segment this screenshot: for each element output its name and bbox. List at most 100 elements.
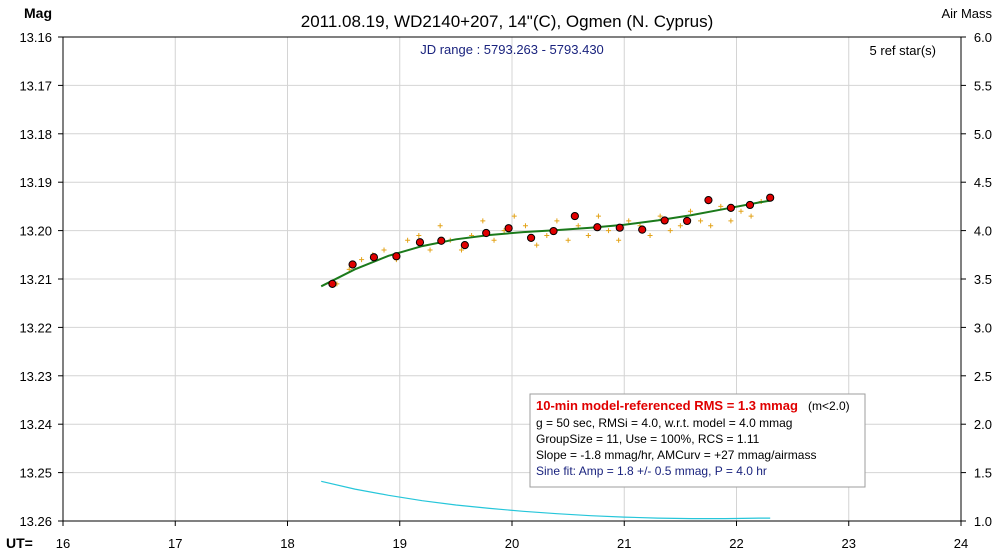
binned-point: [415, 238, 425, 247]
sine-fit-line: Sine fit: Amp = 1.8 +/- 0.5 mmag, P = 4.…: [536, 464, 767, 478]
stats-line-1: g = 50 sec, RMSi = 4.0, w.r.t. model = 4…: [536, 416, 792, 430]
airmass-curve: [321, 480, 771, 520]
binned-point: [482, 228, 491, 238]
individual-point: [522, 223, 528, 229]
y2-tick-label: 3.5: [974, 272, 992, 287]
binned-point: [526, 233, 536, 242]
individual-point: [359, 257, 365, 263]
stats-line-2: GroupSize = 11, Use = 100%, RCS = 1.11: [536, 432, 760, 446]
chart-title: 2011.08.19, WD2140+207, 14"(C), Ogmen (N…: [301, 12, 714, 31]
jd-range-label: JD range : 5793.263 - 5793.430: [420, 42, 604, 57]
binned-point: [570, 211, 579, 221]
y-tick-label: 13.24: [19, 417, 52, 432]
right-axis-label: Air Mass: [941, 6, 992, 21]
individual-point: [698, 218, 704, 224]
info-box-frame: [529, 393, 866, 488]
x-tick-label: 18: [280, 536, 294, 551]
individual-point: [575, 223, 581, 229]
y2-tick-label: 2.5: [974, 369, 992, 384]
individual-point: [595, 213, 601, 219]
y-tick-label: 13.16: [19, 30, 52, 45]
binned-point: [348, 260, 357, 269]
y2-tick-label: 2.0: [974, 417, 992, 432]
y-tick-label: 13.25: [19, 466, 52, 481]
x-axis-label: UT=: [6, 535, 33, 551]
binned-point: [726, 203, 735, 212]
individual-point: [405, 237, 411, 243]
rms-condition: (m<2.0): [808, 399, 850, 413]
y-tick-label: 13.22: [19, 320, 52, 335]
y-tick-label: 13.19: [19, 175, 52, 190]
binned-point: [704, 196, 713, 205]
data-marks: [320, 193, 775, 520]
binned-point: [593, 223, 602, 232]
x-tick-label: 19: [393, 536, 407, 551]
y2-tick-label: 4.0: [974, 224, 992, 239]
axis-ticks: 13.16 13.17 13.18 13.19 13.20 13.21 13.22 13.23…: [19, 30, 992, 551]
x-tick-label: 22: [729, 536, 743, 551]
individual-point: [616, 237, 622, 243]
binned-point: [766, 193, 775, 202]
individual-point: [491, 237, 497, 243]
y-tick-label: 13.21: [19, 272, 52, 287]
x-tick-label: 17: [168, 536, 182, 551]
binned-point: [437, 236, 446, 245]
individual-point: [718, 203, 724, 209]
individual-point: [437, 223, 443, 229]
individual-point: [346, 266, 352, 272]
individual-point: [416, 232, 422, 238]
individual-point: [687, 208, 693, 214]
binned-point: [369, 253, 379, 262]
stats-line-3: Slope = -1.8 mmag/hr, AMCurv = +27 mmag/…: [536, 448, 816, 462]
info-box: 10-min model-referenced RMS = 1.3 mmag (…: [529, 393, 866, 488]
individual-point: [647, 232, 653, 238]
binned-point: [638, 225, 647, 234]
individual-point: [480, 218, 486, 224]
individual-point: [511, 213, 517, 219]
individual-point: [657, 213, 663, 219]
individual-point: [544, 232, 550, 238]
y2-tick-label: 4.5: [974, 175, 992, 190]
x-tick-label: 20: [505, 536, 519, 551]
binned-point: [660, 216, 669, 225]
individual-point: [554, 218, 560, 224]
y2-tick-label: 5.0: [974, 127, 992, 142]
y-tick-label: 13.26: [19, 514, 52, 529]
x-tick-label: 23: [842, 536, 856, 551]
binned-point: [549, 226, 558, 236]
y-tick-label: 13.20: [19, 224, 52, 239]
y-tick-label: 13.17: [19, 78, 52, 93]
model-fit-curve: [320, 199, 771, 288]
individual-point: [626, 218, 632, 224]
binned-point: [504, 224, 513, 233]
binned-point: [392, 252, 401, 261]
individual-point: [728, 218, 734, 224]
x-tick-label: 24: [954, 536, 968, 551]
binned-point: [683, 216, 692, 226]
binned-point: [615, 223, 624, 232]
binned-point: [328, 279, 337, 288]
x-tick-label: 16: [56, 536, 70, 551]
y2-tick-label: 1.5: [974, 466, 992, 481]
binned-point: [460, 241, 469, 250]
individual-point: [738, 208, 744, 214]
individual-point: [565, 237, 571, 243]
individual-point: [585, 232, 591, 238]
y2-tick-label: 3.0: [974, 320, 992, 335]
binned-point: [745, 200, 755, 210]
individual-point: [667, 228, 673, 234]
individual-point: [534, 242, 540, 248]
x-tick-label: 21: [617, 536, 631, 551]
individual-point: [427, 247, 433, 253]
ref-stars-label: 5 ref star(s): [870, 43, 936, 58]
individual-point: [677, 223, 683, 229]
y-tick-label: 13.23: [19, 369, 52, 384]
individual-point: [606, 228, 612, 234]
rms-line: 10-min model-referenced RMS = 1.3 mmag: [536, 398, 798, 413]
y2-tick-label: 5.5: [974, 78, 992, 93]
individual-point: [458, 247, 464, 253]
left-axis-label: Mag: [24, 5, 52, 21]
individual-point: [381, 247, 387, 253]
individual-point: [748, 213, 754, 219]
